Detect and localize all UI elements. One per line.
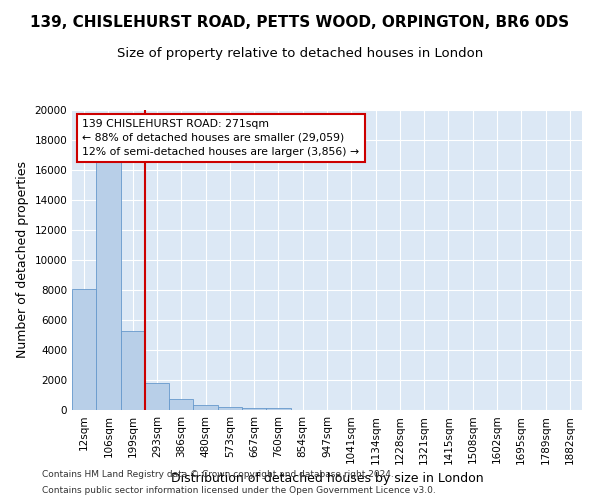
Bar [169,399,193,410]
Bar [218,408,242,410]
Text: 139 CHISLEHURST ROAD: 271sqm
← 88% of detached houses are smaller (29,059)
12% o: 139 CHISLEHURST ROAD: 271sqm ← 88% of de… [82,119,359,157]
Bar [193,405,218,410]
Bar [242,408,266,410]
Bar [96,161,121,410]
Y-axis label: Number of detached properties: Number of detached properties [16,162,29,358]
Text: Size of property relative to detached houses in London: Size of property relative to detached ho… [117,48,483,60]
Text: Contains HM Land Registry data © Crown copyright and database right 2024.: Contains HM Land Registry data © Crown c… [42,470,394,479]
Bar [145,383,169,410]
X-axis label: Distribution of detached houses by size in London: Distribution of detached houses by size … [170,472,484,485]
Bar [266,408,290,410]
Bar [72,288,96,410]
Text: 139, CHISLEHURST ROAD, PETTS WOOD, ORPINGTON, BR6 0DS: 139, CHISLEHURST ROAD, PETTS WOOD, ORPIN… [31,15,569,30]
Text: Contains public sector information licensed under the Open Government Licence v3: Contains public sector information licen… [42,486,436,495]
Bar [121,330,145,410]
